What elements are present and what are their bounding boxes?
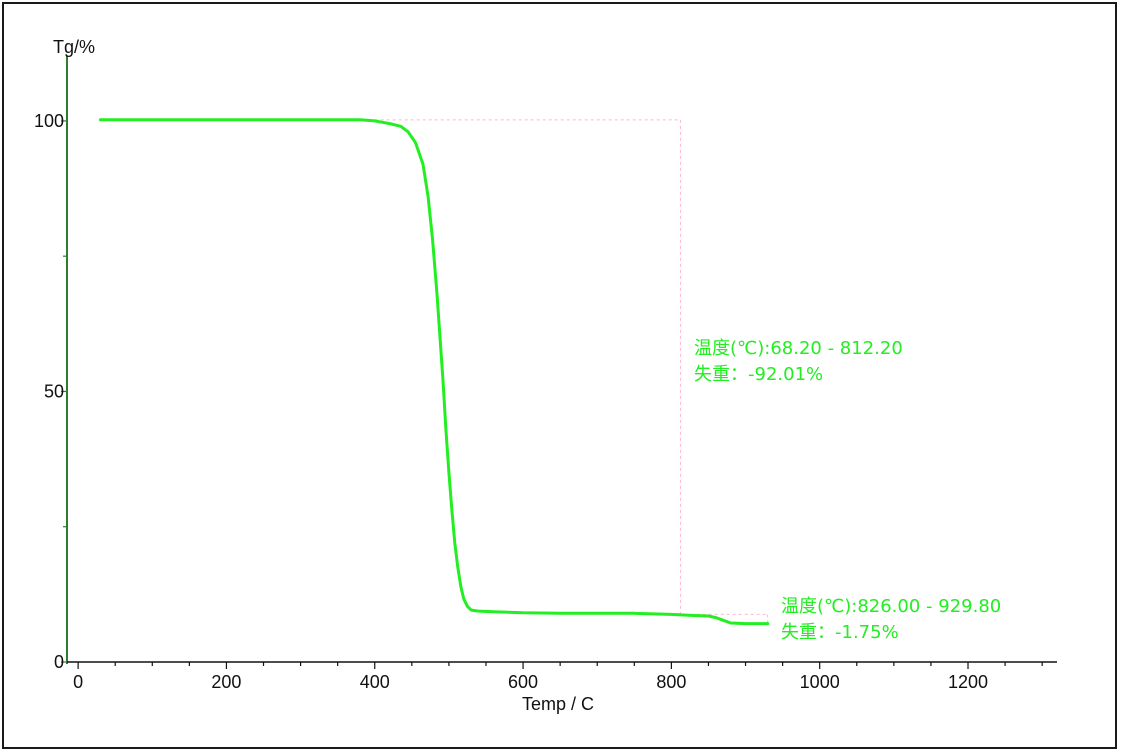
x-axis-label: Temp / C — [522, 694, 594, 714]
annotation-2-temperature: 温度(℃):826.00 - 929.80 — [781, 596, 1001, 617]
y-tick-label: 50 — [44, 381, 64, 401]
series — [98, 118, 770, 626]
x-tick-label: 400 — [360, 672, 390, 692]
annotation-2-weight-loss: 失重：-1.75% — [781, 622, 899, 643]
x-tick-label: 1000 — [800, 672, 840, 692]
y-tick-label: 0 — [54, 652, 64, 672]
annotation-1-weight-loss: 失重：-92.01% — [694, 364, 823, 385]
annotation-1-temperature: 温度(℃):68.20 - 812.20 — [694, 338, 903, 359]
axes — [66, 56, 1057, 664]
y-tick-label: 100 — [34, 111, 64, 131]
x-tick-label: 800 — [656, 672, 686, 692]
tga-curve — [98, 118, 770, 626]
guide-lines — [128, 119, 769, 624]
x-tick-label: 200 — [211, 672, 241, 692]
x-tick-label: 0 — [73, 672, 83, 692]
x-tick-label: 1200 — [948, 672, 988, 692]
ticks: 0 200 400 600 800 1000 1200 0 50 100 — [34, 111, 1043, 692]
x-tick-label: 600 — [508, 672, 538, 692]
tga-chart: 0 200 400 600 800 1000 1200 0 50 100 Tg/% Temp / … — [34, 37, 1057, 714]
y-axis-label: Tg/% — [53, 37, 95, 57]
